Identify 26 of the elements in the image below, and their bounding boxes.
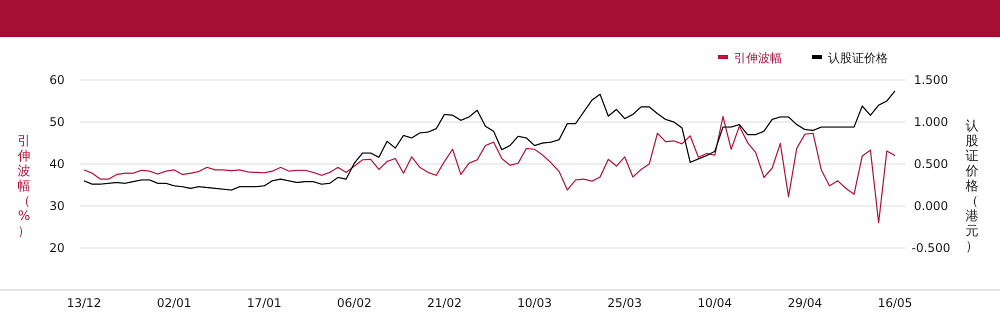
y2-tick-label: 0.500 bbox=[914, 157, 948, 171]
y-tick-label: 20 bbox=[49, 241, 65, 255]
x-tick-label: 10/03 bbox=[517, 296, 552, 310]
x-tick-label: 29/04 bbox=[788, 296, 822, 310]
text: 认股证价格（港元） bbox=[966, 119, 978, 254]
line-series bbox=[83, 90, 896, 191]
line-series bbox=[83, 116, 896, 224]
y-tick-label: 40 bbox=[49, 157, 65, 171]
y2-tick-label: -0.500 bbox=[912, 241, 950, 255]
x-tick-label: 10/04 bbox=[697, 296, 732, 310]
x-tick-label: 02/01 bbox=[156, 296, 192, 310]
x-tick-label: 13/12 bbox=[66, 296, 102, 310]
legend-label: 引伸波幅 bbox=[734, 51, 782, 65]
y2-tick-label: 1.000 bbox=[914, 115, 948, 129]
y2-tick-label: 1.500 bbox=[914, 73, 948, 87]
y-axis-title: 引伸波幅（%） bbox=[16, 134, 30, 239]
y-tick-label: 60 bbox=[49, 73, 65, 87]
y-tick-label: 50 bbox=[49, 115, 65, 129]
y2-tick-label: 0.000 bbox=[914, 199, 948, 213]
x-tick-label: 17/01 bbox=[246, 296, 282, 310]
x-tick-label: 06/02 bbox=[337, 296, 372, 310]
x-tick-label: 25/03 bbox=[607, 296, 642, 310]
x-tick-label: 16/05 bbox=[878, 296, 912, 310]
x-tick-label: 21/02 bbox=[427, 296, 462, 310]
legend-label: 认股证价格 bbox=[828, 51, 888, 65]
y-tick-label: 30 bbox=[49, 199, 65, 213]
